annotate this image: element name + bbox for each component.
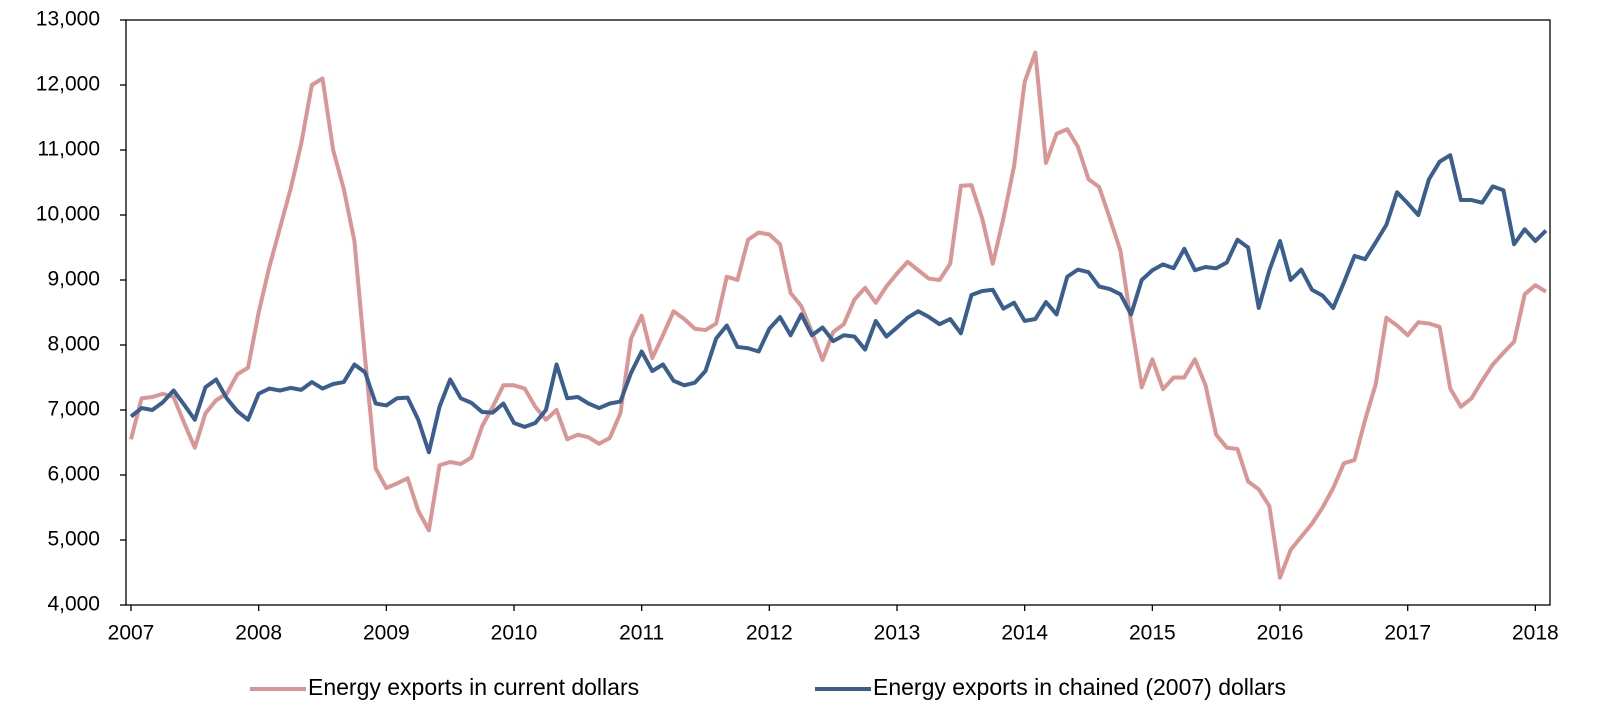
- x-tick-label: 2009: [363, 622, 410, 645]
- x-tick-label: 2017: [1384, 622, 1431, 645]
- y-tick-label: 11,000: [37, 138, 100, 161]
- x-tick-label: 2011: [619, 622, 664, 645]
- y-tick-label: 6,000: [47, 463, 100, 486]
- series-line: [129, 153, 1548, 455]
- y-tick-label: 7,000: [47, 398, 100, 421]
- y-tick-label: 5,000: [47, 528, 100, 551]
- plot-frame: [125, 19, 1551, 606]
- series-line: [129, 50, 1548, 580]
- x-tick-label: 2008: [235, 622, 282, 645]
- x-tick-label: 2016: [1257, 622, 1304, 645]
- y-tick-label: 10,000: [36, 203, 100, 226]
- y-tick-label: 8,000: [47, 333, 100, 356]
- x-tick-label: 2015: [1129, 622, 1176, 645]
- y-tick-label: 9,000: [47, 268, 100, 291]
- x-tick-label: 2007: [108, 622, 155, 645]
- x-tick-label: 2012: [746, 622, 793, 645]
- y-tick-label: 4,000: [47, 593, 100, 616]
- x-tick-label: 2013: [874, 622, 921, 645]
- legend-label: Energy exports in current dollars: [308, 674, 639, 700]
- x-tick-label: 2010: [491, 622, 538, 645]
- x-tick-label: 2014: [1001, 622, 1048, 645]
- y-tick-label: 13,000: [36, 8, 100, 31]
- legend-label: Energy exports in chained (2007) dollars: [873, 674, 1286, 700]
- x-tick-label: 2018: [1512, 622, 1559, 645]
- y-tick-label: 12,000: [36, 73, 100, 96]
